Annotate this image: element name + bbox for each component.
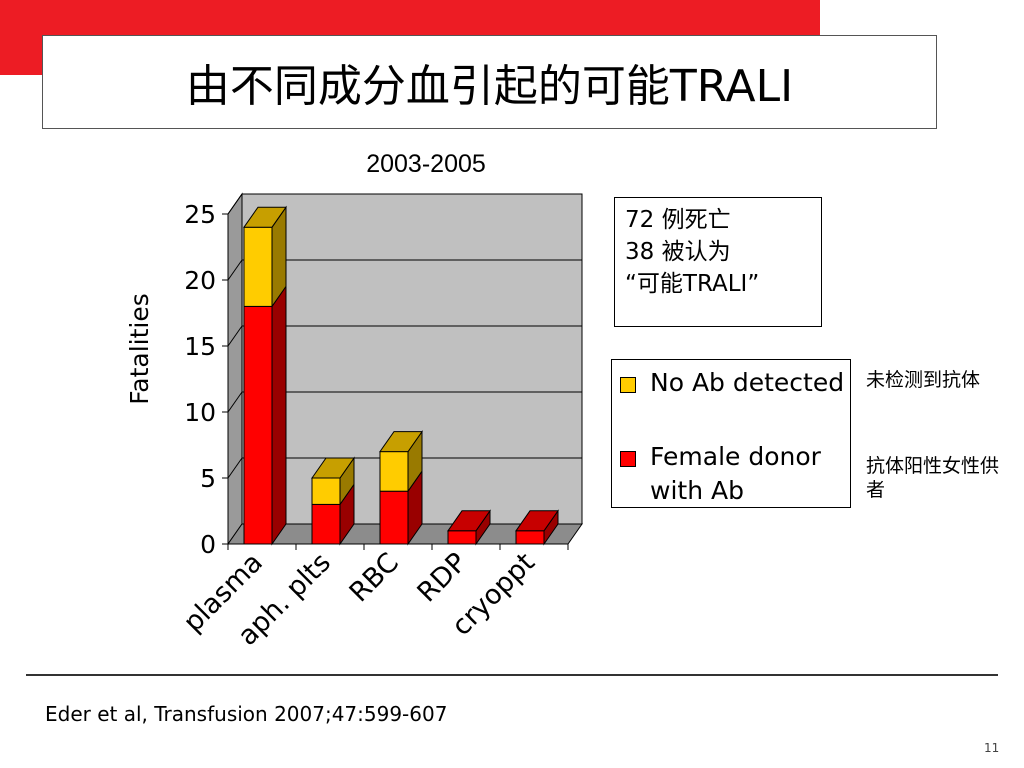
bar-female-donor-4 xyxy=(515,530,545,545)
bar-top-4 xyxy=(515,510,559,532)
y-tick-label: 20 xyxy=(184,266,216,295)
bar-top-1 xyxy=(311,457,355,479)
chart-legend: No Ab detected Female donor with Ab xyxy=(611,359,851,508)
info-line-deaths: 72 例死亡 xyxy=(625,207,731,233)
bar-no-ab-1 xyxy=(311,477,341,505)
bar-top-3 xyxy=(447,510,491,532)
y-tick-label: 0 xyxy=(200,530,216,559)
gridline-side xyxy=(227,325,243,347)
y-tick-label: 15 xyxy=(184,332,216,361)
legend-label-female-donor: Female donor with Ab xyxy=(650,442,821,505)
gridline-side xyxy=(227,193,243,215)
bar-female-donor-1 xyxy=(311,503,341,545)
bar-female-donor-2 xyxy=(379,490,409,545)
info-line-considered: 38 被认为 xyxy=(625,239,731,265)
bar-female-donor-3 xyxy=(447,530,477,545)
info-box: 72 例死亡 38 被认为 “可能TRALI” xyxy=(614,197,822,327)
x-tick-label: RBC xyxy=(344,547,405,608)
gridline-side xyxy=(227,457,243,479)
y-tick-label: 25 xyxy=(184,200,216,229)
citation: Eder et al, Transfusion 2007;47:599-607 xyxy=(45,702,448,726)
legend-swatch-female-donor xyxy=(620,451,636,467)
y-axis-label: Fatalities xyxy=(125,293,154,405)
gridline-side xyxy=(227,391,243,413)
y-tick-label: 10 xyxy=(184,398,216,427)
bar-top-2 xyxy=(379,431,423,453)
chart-title: 2003-2005 xyxy=(366,150,486,178)
bar-top-0 xyxy=(243,206,287,228)
page-number: 11 xyxy=(984,741,1000,755)
legend-label-no-ab: No Ab detected xyxy=(650,368,845,397)
title-box: 由不同成分血引起的可能TRALI xyxy=(42,35,937,129)
note-no-ab-cn: 未检测到抗体 xyxy=(866,369,981,391)
legend-item-female-donor: Female donor with Ab xyxy=(620,440,850,508)
slide-title: 由不同成分血引起的可能TRALI xyxy=(185,61,794,112)
bar-no-ab-2 xyxy=(379,451,409,492)
gridline-side xyxy=(227,259,243,281)
y-tick-label: 5 xyxy=(200,464,216,493)
x-tick-label: RDP xyxy=(412,547,473,608)
info-line-possible-trali: “可能TRALI” xyxy=(625,271,760,297)
bar-side-female-donor-0 xyxy=(271,284,287,546)
legend-item-no-ab: No Ab detected xyxy=(620,366,850,400)
footer-divider xyxy=(26,674,998,676)
legend-swatch-no-ab xyxy=(620,377,636,393)
bar-no-ab-0 xyxy=(243,226,273,307)
note-female-donor-cn: 抗体阳性女性供者 xyxy=(866,455,1000,501)
chart-side-wall xyxy=(227,192,243,546)
bar-female-donor-0 xyxy=(243,305,273,545)
